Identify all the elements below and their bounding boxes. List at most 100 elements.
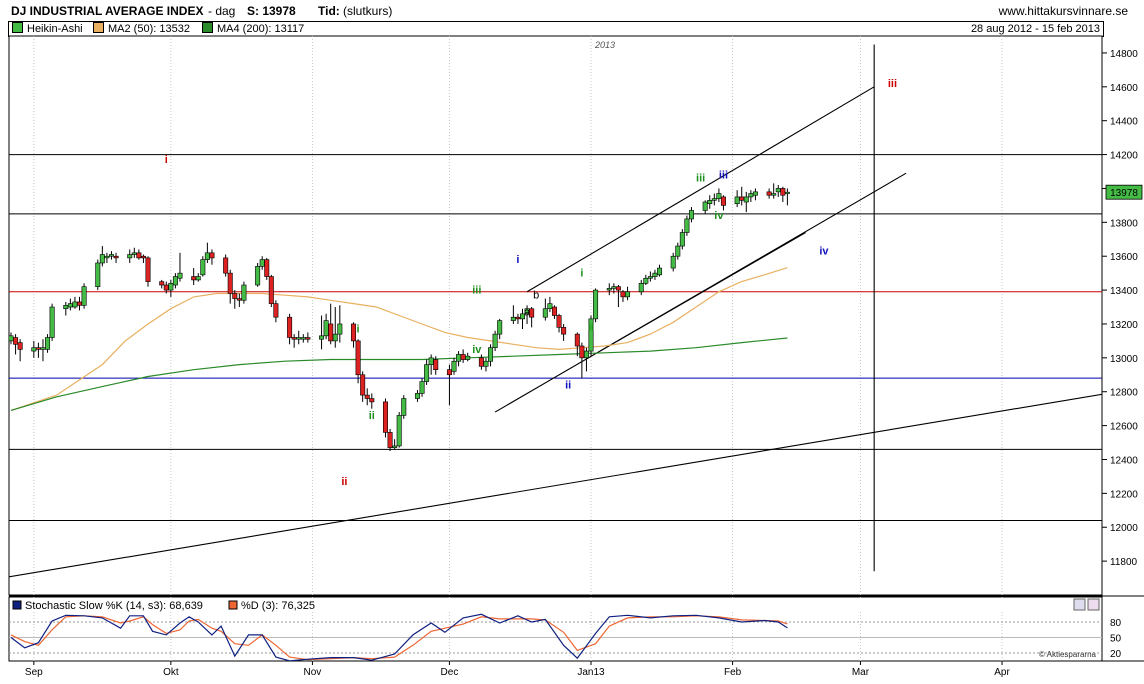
candle-body	[204, 252, 210, 260]
y-tick-label: 12200	[1110, 489, 1138, 500]
x-tick-label: Jan13	[577, 667, 605, 678]
last-price-tag	[1105, 184, 1143, 200]
candle-body	[241, 284, 247, 301]
chart-header: DJ INDUSTRIAL AVERAGE INDEX - dag S: 139…	[0, 0, 1144, 22]
candle-body	[643, 277, 649, 284]
candle-body	[638, 283, 644, 293]
candle-body	[163, 284, 169, 291]
candle-body	[542, 308, 548, 318]
candle-body	[451, 360, 457, 372]
wave-label: b	[533, 290, 539, 302]
wave-label: i	[165, 154, 168, 166]
candle-body	[300, 337, 306, 340]
x-tick-label: Dec	[441, 667, 459, 678]
stoch-k-swatch	[12, 600, 22, 610]
candle-body	[227, 272, 233, 294]
site-url[interactable]: www.hittakursvinnare.se	[998, 4, 1128, 18]
candle-body	[775, 188, 781, 193]
candle-body	[771, 193, 777, 196]
wave-label: ii	[565, 379, 571, 391]
x-tick-label: Okt	[163, 667, 179, 678]
wave-label: ii	[588, 322, 594, 334]
candle-body	[296, 337, 302, 340]
candle-body	[113, 255, 119, 259]
candle-body	[72, 301, 78, 308]
candle-body	[615, 286, 621, 291]
candle-body	[478, 357, 484, 367]
y-tick-label: 13000	[1110, 354, 1138, 365]
index-title: DJ INDUSTRIAL AVERAGE INDEX	[11, 4, 204, 18]
candle-body	[583, 350, 589, 359]
candle-body	[465, 355, 471, 360]
stochastic-tick-label: 50	[1110, 634, 1122, 645]
y-tick-label: 12800	[1110, 388, 1138, 399]
x-tick-label: Nov	[304, 667, 322, 678]
candle-body	[104, 255, 110, 259]
candle-body	[670, 255, 676, 269]
wave-label: ii	[341, 476, 347, 488]
candle-body	[223, 257, 229, 274]
candle-body	[588, 318, 594, 352]
candle-body	[355, 340, 361, 376]
candle-body	[77, 301, 83, 306]
candle-body	[510, 316, 516, 321]
candle-body	[195, 276, 201, 281]
stoch-d-swatch	[228, 600, 238, 610]
candle-body	[268, 276, 274, 304]
candle-body	[364, 394, 370, 399]
time-label: Tid:	[318, 4, 340, 18]
y-tick-label: 11800	[1110, 557, 1138, 568]
candle-body	[387, 432, 393, 448]
candle-body	[780, 188, 786, 196]
y-tick-label: 12400	[1110, 455, 1138, 466]
y-tick-label: 14600	[1110, 83, 1138, 94]
candle-body	[136, 252, 142, 259]
y-tick-label: 13600	[1110, 252, 1138, 263]
candle-body	[382, 401, 388, 433]
candle-body	[99, 254, 105, 264]
candle-body	[337, 323, 343, 335]
candle-body	[95, 262, 101, 288]
wave-label: iv	[819, 246, 829, 258]
candle-body	[675, 245, 681, 257]
candle-body	[743, 196, 749, 203]
candle-body	[414, 393, 420, 399]
candle-body	[734, 196, 740, 204]
wave-label: i	[357, 323, 360, 335]
candle-body	[679, 232, 685, 247]
trendline	[9, 393, 1102, 578]
ma200-line	[10, 337, 788, 411]
candle-body	[351, 323, 357, 342]
candle-body	[593, 289, 599, 320]
wave-label: i	[516, 254, 519, 266]
candle-body	[428, 357, 434, 365]
stoch-k-legend: Stochastic Slow %K (14, s3): 68,639	[25, 600, 203, 612]
candle-body	[81, 286, 87, 306]
y-tick-label: 14200	[1110, 151, 1138, 162]
y-tick-label: 12600	[1110, 422, 1138, 433]
candle-body	[159, 281, 165, 286]
candle-body	[332, 333, 338, 342]
wave-label: iii	[719, 169, 728, 181]
candle-body	[716, 193, 722, 199]
candle-body	[657, 267, 663, 276]
candle-body	[232, 293, 238, 299]
year-marker: 2013	[594, 40, 615, 50]
candle-body	[31, 347, 37, 352]
zoom-icon	[1073, 598, 1086, 611]
candle-body	[291, 337, 297, 340]
candle-body	[766, 191, 772, 196]
candle-body	[264, 259, 270, 277]
wave-label: iii	[696, 173, 705, 185]
candle-body	[168, 283, 174, 291]
wave-label: iii	[888, 78, 897, 90]
candle-body	[720, 196, 726, 206]
candle-body	[497, 320, 503, 335]
trendline	[599, 232, 806, 352]
period-label: - dag	[208, 4, 236, 18]
candle-body	[424, 364, 430, 382]
close-value: S: 13978	[247, 4, 296, 18]
candle-body	[752, 191, 758, 196]
candle-body	[529, 308, 535, 318]
candle-body	[35, 347, 41, 350]
